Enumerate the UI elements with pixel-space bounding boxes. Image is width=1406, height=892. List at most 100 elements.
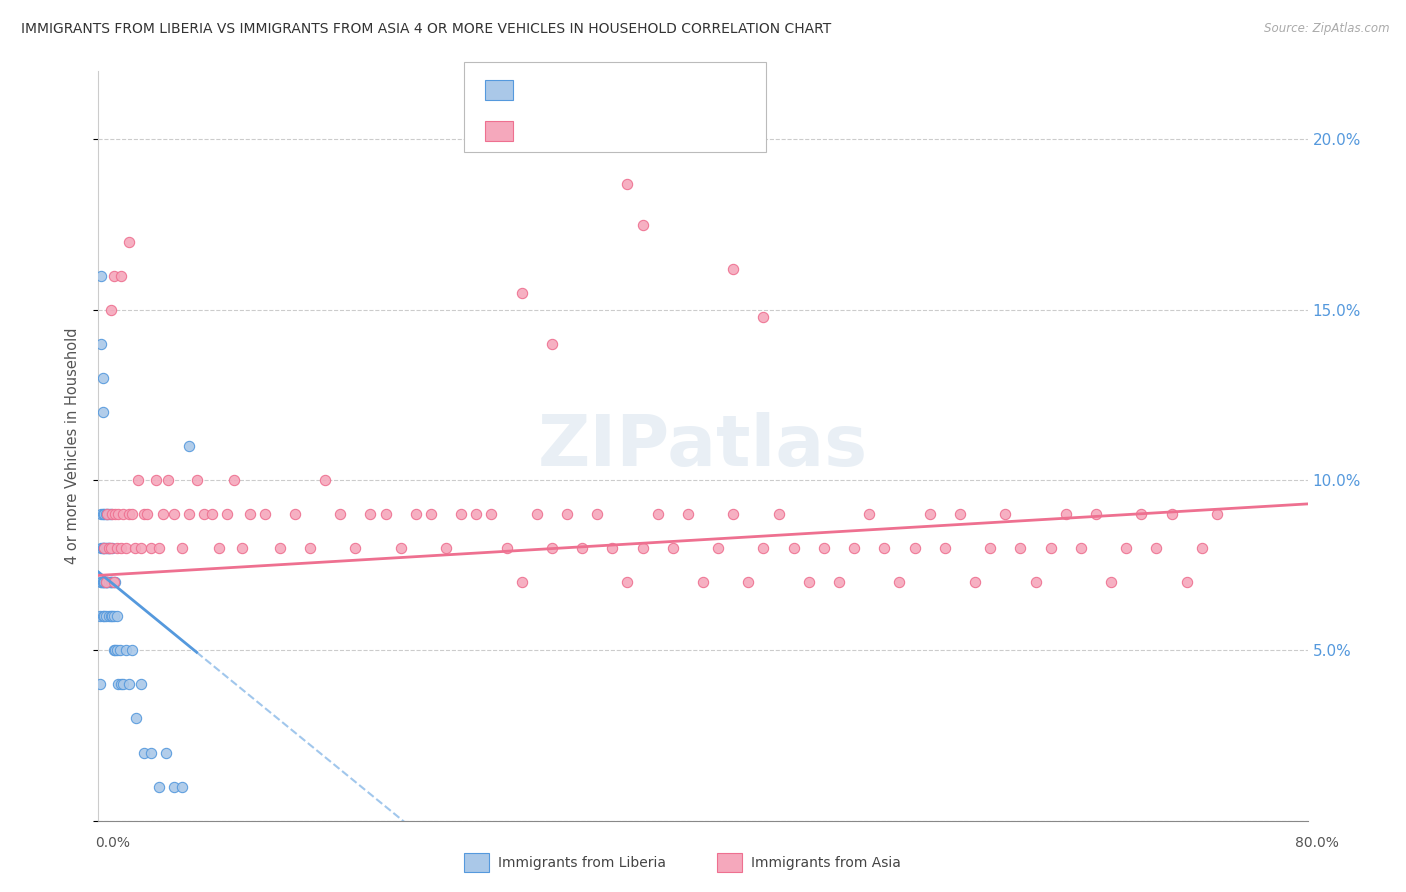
Point xyxy=(127,473,149,487)
Point xyxy=(89,609,111,624)
Point xyxy=(934,541,956,556)
Point xyxy=(132,507,155,521)
Point xyxy=(98,507,121,521)
Text: Immigrants from Asia: Immigrants from Asia xyxy=(751,855,901,870)
Text: 104: 104 xyxy=(661,124,693,138)
Point xyxy=(631,541,654,556)
Point xyxy=(91,541,114,556)
Point xyxy=(91,507,114,521)
Point xyxy=(752,310,775,324)
Point xyxy=(121,643,143,657)
Point xyxy=(526,507,548,521)
Point xyxy=(129,677,152,691)
Point xyxy=(96,575,118,590)
Point xyxy=(510,575,533,590)
Point xyxy=(163,780,186,794)
Point xyxy=(100,507,122,521)
Point xyxy=(104,575,127,590)
Point xyxy=(105,541,128,556)
Point xyxy=(1070,541,1092,556)
Point xyxy=(100,575,122,590)
Point xyxy=(540,336,562,351)
Point xyxy=(571,541,593,556)
Point xyxy=(100,609,122,624)
Point xyxy=(108,643,131,657)
Point xyxy=(96,507,118,521)
Point xyxy=(215,507,238,521)
Point xyxy=(101,541,124,556)
Point xyxy=(179,439,201,453)
Point xyxy=(389,541,412,556)
Point xyxy=(103,643,125,657)
Point xyxy=(110,268,132,283)
Point xyxy=(90,575,112,590)
Point xyxy=(1175,575,1198,590)
Point xyxy=(100,302,122,317)
Point xyxy=(692,575,714,590)
Point xyxy=(631,218,654,232)
Point xyxy=(797,575,820,590)
Point xyxy=(101,507,124,521)
Point xyxy=(94,609,117,624)
Point xyxy=(193,507,215,521)
Point xyxy=(100,575,122,590)
Point xyxy=(186,473,208,487)
Point xyxy=(873,541,896,556)
Point xyxy=(135,507,157,521)
Point xyxy=(93,609,115,624)
Point xyxy=(450,507,472,521)
Point xyxy=(586,507,609,521)
Point xyxy=(1206,507,1229,521)
Point xyxy=(101,609,124,624)
Text: -0.143: -0.143 xyxy=(558,83,613,97)
Point xyxy=(1099,575,1122,590)
Text: Source: ZipAtlas.com: Source: ZipAtlas.com xyxy=(1264,22,1389,36)
Point xyxy=(616,177,638,191)
Point xyxy=(148,541,170,556)
Point xyxy=(111,677,134,691)
Point xyxy=(90,507,112,521)
Point xyxy=(100,541,122,556)
Point xyxy=(93,507,115,521)
Point xyxy=(828,575,851,590)
Point xyxy=(90,336,112,351)
Point xyxy=(465,507,488,521)
Point xyxy=(94,541,117,556)
Point xyxy=(179,507,201,521)
Point xyxy=(129,541,152,556)
Point xyxy=(104,643,127,657)
Point xyxy=(949,507,972,521)
Point xyxy=(737,575,759,590)
Point xyxy=(723,507,745,521)
Point xyxy=(555,507,578,521)
Point xyxy=(107,507,129,521)
Point xyxy=(1024,575,1046,590)
Point xyxy=(676,507,699,521)
Point xyxy=(329,507,352,521)
Text: N =: N = xyxy=(630,83,664,97)
Point xyxy=(231,541,253,556)
Point xyxy=(103,609,125,624)
Point xyxy=(269,541,291,556)
Point xyxy=(89,677,111,691)
Point xyxy=(707,541,730,556)
Point xyxy=(93,575,115,590)
Point xyxy=(94,507,117,521)
Point xyxy=(889,575,911,590)
Point xyxy=(98,575,121,590)
Point xyxy=(1054,507,1077,521)
Point xyxy=(101,575,124,590)
Point xyxy=(647,507,669,521)
Point xyxy=(91,575,114,590)
Point xyxy=(170,541,193,556)
Point xyxy=(118,507,141,521)
Point xyxy=(540,541,562,556)
Point xyxy=(1085,507,1108,521)
Point xyxy=(98,541,121,556)
Point xyxy=(91,575,114,590)
Point xyxy=(284,507,307,521)
Point xyxy=(114,541,136,556)
Point xyxy=(98,541,121,556)
Point xyxy=(105,609,128,624)
Point xyxy=(105,643,128,657)
